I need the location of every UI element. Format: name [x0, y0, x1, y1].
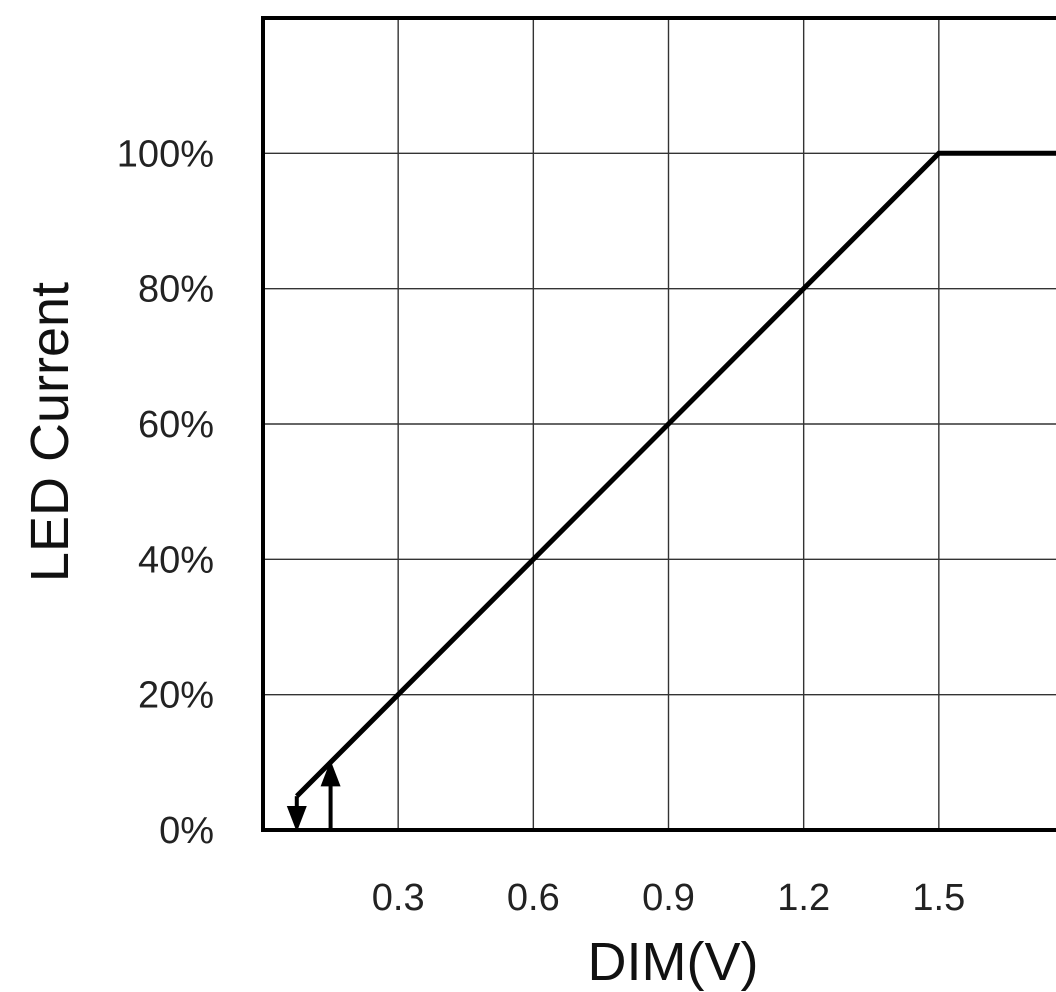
y-axis-label: LED Current: [20, 282, 80, 582]
x-axis-label: DIM(V): [588, 932, 759, 992]
x-tick-label-2: 0.9: [642, 877, 695, 919]
plot-frame: [261, 16, 1056, 832]
x-tick-labels: 0.3 0.6 0.9 1.2 1.5: [372, 877, 965, 919]
x-tick-label-0: 0.3: [372, 877, 425, 919]
y-tick-label-1: 20%: [138, 675, 214, 717]
y-tick-label-4: 80%: [138, 269, 214, 311]
x-tick-label-1: 0.6: [507, 877, 560, 919]
arrow-up-marker: [320, 760, 341, 830]
arrow-down-marker: [286, 796, 307, 832]
y-tick-label-2: 40%: [138, 539, 214, 581]
y-tick-label-0: 0%: [159, 810, 214, 852]
x-tick-label-4: 1.5: [912, 877, 965, 919]
series-group: [295, 150, 1056, 798]
x-tick-label-3: 1.2: [777, 877, 830, 919]
y-tick-label-3: 60%: [138, 404, 214, 446]
annotations: [286, 760, 341, 832]
y-tick-labels: 0% 20% 40% 60% 80% 100%: [117, 133, 214, 852]
series-line-0: [295, 150, 1056, 798]
y-tick-label-5: 100%: [117, 133, 214, 175]
